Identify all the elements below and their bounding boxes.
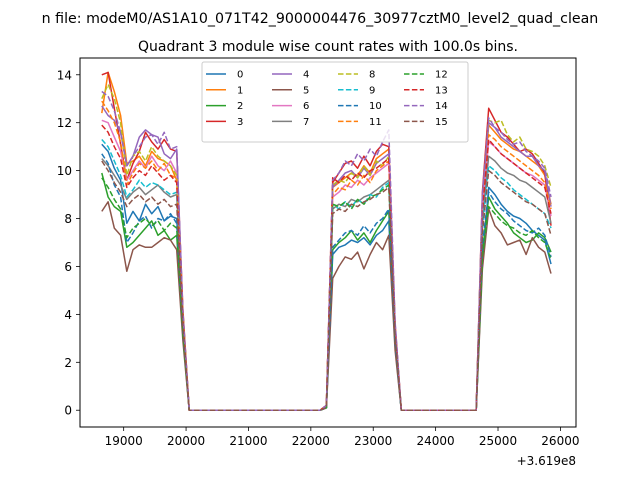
x-tick-label: 20000 [167,434,205,448]
y-tick-label: 10 [57,164,72,178]
legend-label-10: 10 [369,101,382,112]
y-tick-label: 0 [64,404,72,418]
x-tick-label: 26000 [541,434,579,448]
y-tick-label: 8 [64,212,72,226]
legend-label-2: 2 [237,101,243,112]
x-axis-offset-label: +3.619e8 [517,454,576,468]
legend-label-0: 0 [237,70,243,81]
x-tick-label: 24000 [417,434,455,448]
legend-label-13: 13 [435,85,448,96]
legend-label-3: 3 [237,117,243,128]
axis-ticks: 19000 20000 21000 22000 23000 24000 25000 26000… [57,68,580,448]
legend-label-7: 7 [303,117,309,128]
x-tick-label: 22000 [292,434,330,448]
legend-label-12: 12 [435,70,448,81]
legend-label-6: 6 [303,101,309,112]
legend-label-11: 11 [369,117,382,128]
chart-title: Quadrant 3 module wise count rates with … [138,39,518,55]
y-tick-label: 14 [57,68,72,82]
legend-label-14: 14 [435,101,448,112]
legend-frame [201,61,469,143]
x-tick-label: 23000 [354,434,392,448]
x-tick-label: 21000 [229,434,267,448]
x-tick-label: 25000 [479,434,517,448]
y-tick-label: 12 [57,116,72,130]
y-tick-label: 4 [64,308,72,322]
axes-frame [79,57,577,428]
series-line-10 [101,153,552,411]
y-tick-label: 6 [64,260,72,274]
legend-label-15: 15 [435,117,448,128]
y-tick-label: 2 [64,356,72,370]
plot-area [101,71,552,411]
figure-suptitle: n file: modeM0/AS1A10_071T42_9000004476_… [42,11,599,27]
legend-label-4: 4 [303,70,309,81]
x-tick-label: 19000 [105,434,143,448]
legend-label-1: 1 [237,85,243,96]
legend-label-5: 5 [303,85,309,96]
legend-label-9: 9 [369,85,375,96]
legend-label-8: 8 [369,70,375,81]
series-line-15 [101,160,552,411]
